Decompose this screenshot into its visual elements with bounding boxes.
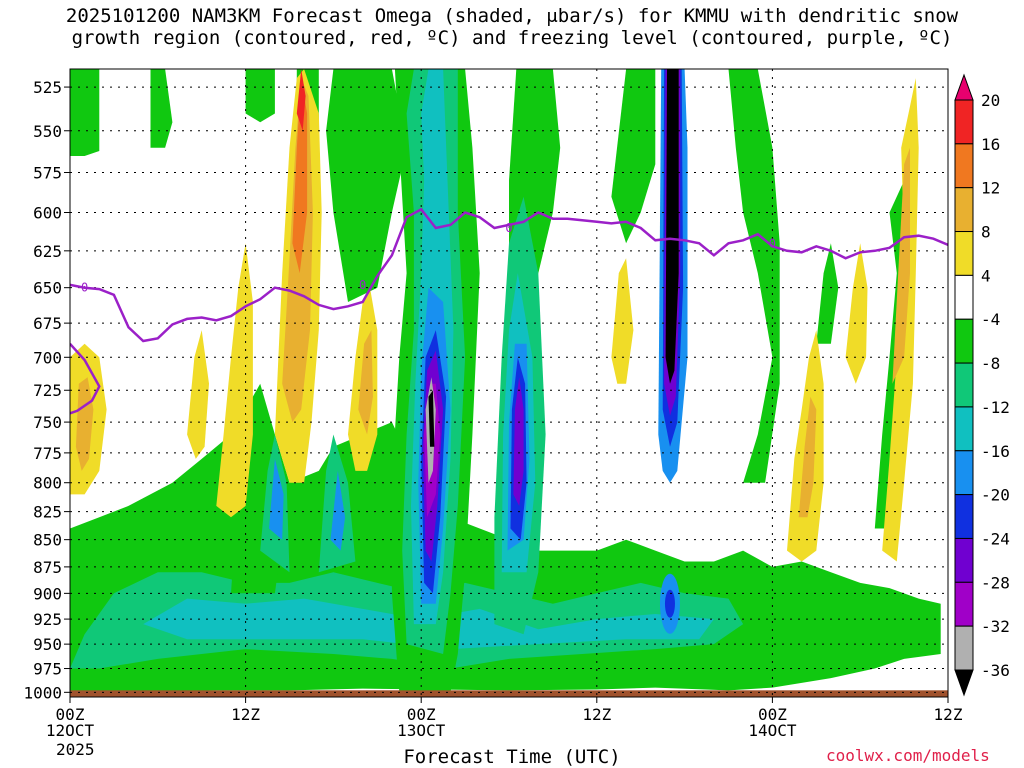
freezing-level-label: 0: [505, 221, 512, 235]
omega-shading: [611, 69, 656, 244]
colorbar-label: 4: [981, 266, 991, 285]
plot-frame: [69, 68, 949, 698]
omega-shading: [75, 377, 94, 471]
colorbar-top-arrow: [954, 73, 974, 101]
y-tick-label: 725: [33, 381, 62, 400]
colorbar-label: -8: [981, 354, 1000, 373]
x-tick-label: 00Z: [56, 705, 85, 724]
y-tick-label: 800: [33, 474, 62, 493]
colorbar-label: -20: [981, 486, 1010, 505]
colorbar-label: -24: [981, 529, 1010, 548]
year-label: 2025: [56, 740, 95, 759]
colorbar-swatch: [954, 143, 974, 189]
colorbar-label: -12: [981, 398, 1010, 417]
y-tick-label: 900: [33, 584, 62, 603]
omega-shading: [216, 243, 253, 518]
omega-shading: [513, 377, 524, 506]
y-tick-label: 550: [33, 122, 62, 141]
x-tick-date: 13OCT: [397, 721, 446, 740]
omega-shading: [728, 69, 780, 483]
y-tick-label: 975: [33, 660, 62, 679]
colorbar-swatch: [954, 494, 974, 539]
y-tick-label: 575: [33, 164, 62, 183]
freezing-level-branch: [70, 342, 101, 415]
colorbar-label: 20: [981, 91, 1000, 110]
y-tick-label: 850: [33, 531, 62, 550]
omega-shading: [326, 69, 407, 302]
omega-shading: [245, 69, 275, 123]
ground-surface: [70, 690, 948, 697]
omega-shading: [845, 243, 868, 384]
colorbar-swatch: [954, 99, 974, 145]
colorbar-swatch: [954, 625, 974, 671]
omega-shading: [892, 147, 910, 384]
omega-shading: [269, 458, 284, 540]
colorbar-bottom-arrow: [954, 669, 974, 697]
x-tick-label: 00Z: [407, 705, 436, 724]
omega-column-black: [428, 390, 435, 447]
y-tick-label: 650: [33, 279, 62, 298]
y-tick-label: 775: [33, 444, 62, 463]
colorbar-swatch: [954, 231, 974, 276]
colorbar-swatch: [954, 537, 974, 583]
y-tick-label: 875: [33, 558, 62, 577]
colorbar-label: 8: [981, 223, 991, 242]
y-tick-label: 700: [33, 348, 62, 367]
omega-shading: [798, 396, 817, 518]
colorbar-label: -16: [981, 442, 1010, 461]
omega-shading: [292, 78, 308, 274]
colorbar-label: 16: [981, 135, 1000, 154]
y-tick-label: 675: [33, 314, 62, 333]
freezing-level-label: 0: [359, 278, 366, 292]
y-tick-label: 925: [33, 610, 62, 629]
colorbar-label: -28: [981, 573, 1010, 592]
y-tick-label: 950: [33, 635, 62, 654]
omega-shading: [611, 258, 634, 384]
omega-shading: [816, 243, 839, 344]
y-tick-label: 600: [33, 203, 62, 222]
omega-shading: [296, 69, 306, 131]
colorbar-label: -36: [981, 661, 1010, 680]
x-tick-label: 12Z: [231, 705, 260, 724]
omega-shading: [150, 69, 173, 148]
colorbar-swatch: [954, 362, 974, 408]
chart-title-line1: 2025101200 NAM3KM Forecast Omega (shaded…: [65, 5, 959, 27]
x-tick-label: 12Z: [934, 705, 963, 724]
y-tick-label: 525: [33, 78, 62, 97]
colorbar: 20 16 12 8 4 -4 -8 -12 -16 -20 -24 -28 -32 -36: [954, 73, 1010, 697]
colorbar-swatch: [954, 274, 974, 320]
omega-shading: [70, 69, 100, 156]
y-tick-label: 825: [33, 503, 62, 522]
colorbar-label: 12: [981, 179, 1000, 198]
x-axis-title: Forecast Time (UTC): [403, 746, 621, 768]
x-tick-label: 12Z: [582, 705, 611, 724]
y-tick-label: 625: [33, 242, 62, 261]
colorbar-label: -32: [981, 617, 1010, 636]
omega-shading: [330, 470, 346, 551]
omega-black-column: [665, 69, 679, 384]
freezing-level-label: 0: [81, 281, 88, 295]
chart-title-line2: growth region (contoured, red, ºC) and f…: [71, 27, 953, 49]
x-tick-date: 12OCT: [46, 721, 95, 740]
colorbar-label: -4: [981, 310, 1000, 329]
freezing-level-contour: [70, 207, 948, 343]
colorbar-swatch: [954, 318, 974, 364]
y-tick-label: 1000: [23, 683, 62, 702]
freezing-level-label: 0: [769, 236, 776, 250]
colorbar-swatch: [954, 450, 974, 496]
x-tick-label: 00Z: [758, 705, 787, 724]
colorbar-swatch: [954, 187, 974, 233]
colorbar-swatch: [954, 581, 974, 627]
credit-text: coolwx.com/models: [826, 746, 990, 765]
y-tick-label: 750: [33, 413, 62, 432]
colorbar-swatch: [954, 406, 974, 452]
omega-blue-core: [664, 589, 675, 618]
x-tick-date: 14OCT: [748, 721, 797, 740]
omega-shading: [358, 330, 373, 435]
omega-shading: [187, 330, 209, 459]
